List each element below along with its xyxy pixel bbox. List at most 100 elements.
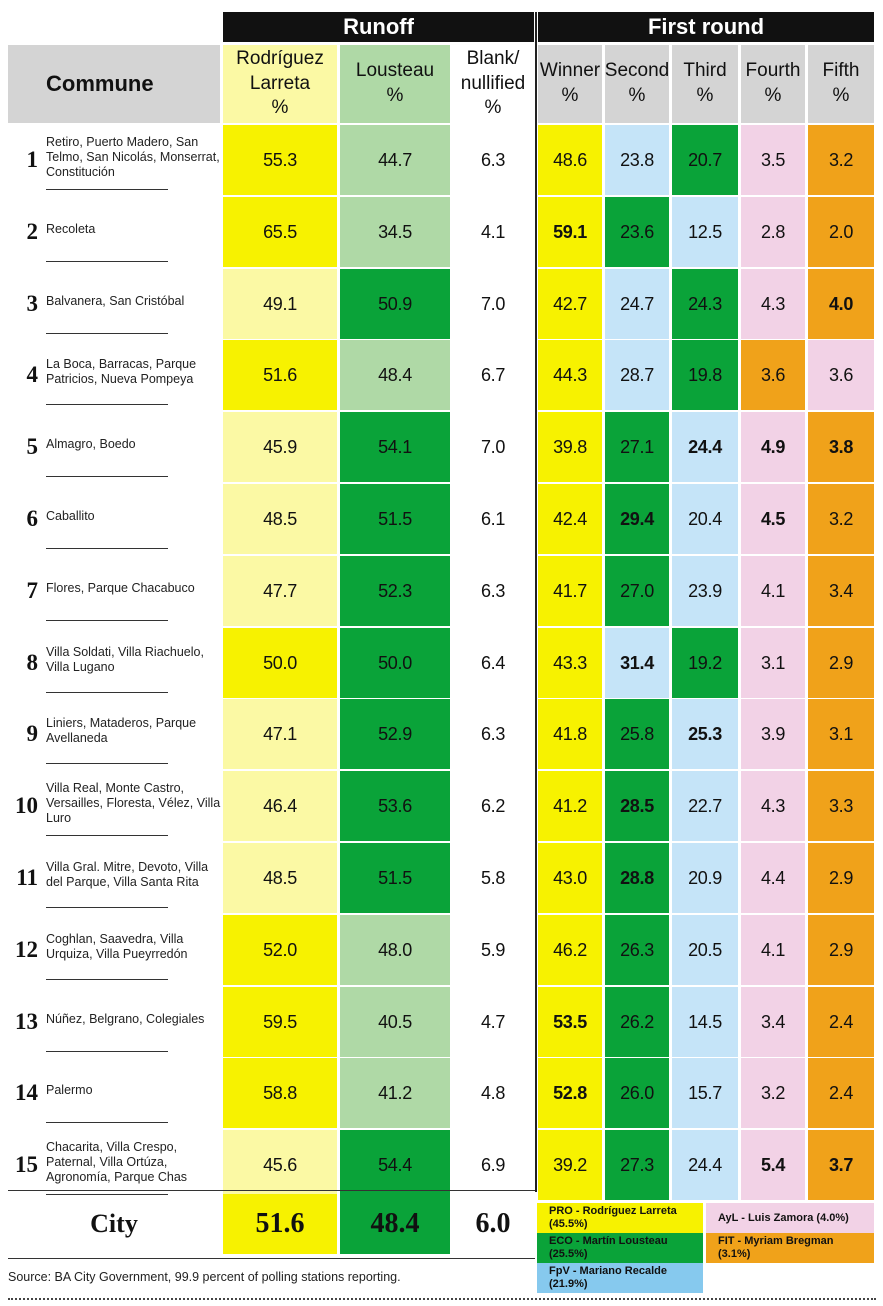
runoff-blank: 6.9 <box>480 1154 506 1175</box>
fr-third: 12.5 <box>672 197 738 267</box>
fr-winner: 41.2 <box>538 771 602 841</box>
fr-third: 24.3 <box>672 269 738 339</box>
fr-second: 27.0 <box>605 556 669 626</box>
fr-fifth: 3.3 <box>808 771 874 841</box>
row-separator <box>46 333 168 334</box>
fr-second: 26.0 <box>605 1058 669 1128</box>
runoff-blank: 6.3 <box>480 149 506 170</box>
fr-fourth: 4.9 <box>741 412 805 482</box>
runoff-blank: 6.4 <box>480 652 506 673</box>
city-larreta: 51.6 <box>223 1194 337 1254</box>
fr-fifth: 3.7 <box>808 1130 874 1200</box>
commune-number: 5 <box>26 434 39 459</box>
commune-neighborhoods: Villa Real, Monte Castro, Versailles, Fl… <box>46 780 221 825</box>
commune-number: 6 <box>26 506 39 531</box>
fr-third: 20.7 <box>672 125 738 195</box>
fifth-col-header-line: Fifth <box>822 60 860 82</box>
runoff-lousteau: 48.0 <box>340 915 450 985</box>
row-separator <box>46 476 168 477</box>
fr-second: 31.4 <box>605 628 669 698</box>
runoff-lousteau: 48.4 <box>340 340 450 410</box>
row-separator <box>46 620 168 621</box>
fr-fourth: 3.1 <box>741 628 805 698</box>
fr-second: 28.7 <box>605 340 669 410</box>
fr-fifth: 3.6 <box>808 340 874 410</box>
fr-third: 20.4 <box>672 484 738 554</box>
runoff-lousteau: 50.0 <box>340 628 450 698</box>
winner-col-header-line: Winner <box>539 60 601 82</box>
commune-number: 1 <box>26 147 39 172</box>
fr-fourth: 4.3 <box>741 269 805 339</box>
fr-winner: 43.0 <box>538 843 602 913</box>
fr-fifth: 3.8 <box>808 412 874 482</box>
runoff-lousteau: 50.9 <box>340 269 450 339</box>
commune-number: 3 <box>26 291 39 316</box>
fr-winner: 39.8 <box>538 412 602 482</box>
fr-fifth: 2.9 <box>808 843 874 913</box>
commune-number: 4 <box>26 362 39 387</box>
fr-fifth: 2.4 <box>808 987 874 1057</box>
row-separator <box>46 1194 168 1195</box>
runoff-larreta: 50.0 <box>223 628 337 698</box>
blank-col-header-line: % <box>484 97 502 119</box>
fr-third: 20.5 <box>672 915 738 985</box>
fourth-col-header-line: % <box>764 85 782 106</box>
fr-third: 24.4 <box>672 412 738 482</box>
winner-col-header-line: % <box>561 85 579 106</box>
fr-second: 23.6 <box>605 197 669 267</box>
fr-second: 27.1 <box>605 412 669 482</box>
runoff-lousteau: 51.5 <box>340 843 450 913</box>
commune-neighborhoods: Chacarita, Villa Crespo, Paternal, Villa… <box>46 1139 188 1184</box>
runoff-larreta: 59.5 <box>223 987 337 1057</box>
row-separator <box>46 189 168 190</box>
fr-winner: 42.4 <box>538 484 602 554</box>
fr-fourth: 3.2 <box>741 1058 805 1128</box>
runoff-blank: 6.1 <box>480 508 506 529</box>
legend-eco-name: ECO - Martín Lousteau <box>549 1235 668 1247</box>
fr-winner: 59.1 <box>538 197 602 267</box>
city-blank: 6.0 <box>475 1208 511 1239</box>
runoff-lousteau: 40.5 <box>340 987 450 1057</box>
runoff-larreta: 47.7 <box>223 556 337 626</box>
commune-neighborhoods: Balvanera, San Cristóbal <box>46 293 185 308</box>
larreta-col-header-line: Larreta <box>249 72 311 94</box>
fr-third: 15.7 <box>672 1058 738 1128</box>
runoff-larreta: 49.1 <box>223 269 337 339</box>
legend-fit: FIT - Myriam Bregman (3.1%) <box>706 1233 874 1263</box>
fr-fourth: 3.6 <box>741 340 805 410</box>
fr-fifth: 2.0 <box>808 197 874 267</box>
runoff-lousteau: 34.5 <box>340 197 450 267</box>
fr-third: 22.7 <box>672 771 738 841</box>
source-rule <box>8 1258 535 1259</box>
lousteau-col-header: Lousteau% <box>340 45 450 123</box>
runoff-larreta: 58.8 <box>223 1058 337 1128</box>
runoff-blank: 5.8 <box>480 867 506 888</box>
fifth-col-header: Fifth% <box>808 45 874 123</box>
legend-fit-share: (3.1%) <box>718 1248 751 1260</box>
commune-neighborhoods: Villa Soldati, Villa Riachuelo, Villa Lu… <box>46 645 204 674</box>
legend-fpv-share: (21.9%) <box>549 1278 588 1290</box>
larreta-col-header-line: Rodríguez <box>236 47 324 69</box>
winner-col-header: Winner% <box>538 45 602 123</box>
commune-number: 15 <box>15 1152 38 1177</box>
row-separator <box>46 835 168 836</box>
fr-fourth: 3.5 <box>741 125 805 195</box>
fr-winner: 41.8 <box>538 699 602 769</box>
fr-second: 28.5 <box>605 771 669 841</box>
lousteau-col-header-text: Lousteau% <box>356 59 434 108</box>
fourth-col-header: Fourth% <box>741 45 805 123</box>
fr-second: 25.8 <box>605 699 669 769</box>
third-col-header-text: Third% <box>683 59 726 108</box>
commune-number: 8 <box>26 650 39 675</box>
fr-second: 26.3 <box>605 915 669 985</box>
commune-neighborhoods: Núñez, Belgrano, Colegiales <box>46 1011 205 1026</box>
legend-pro-share: (45.5%) <box>549 1218 588 1230</box>
fr-second: 24.7 <box>605 269 669 339</box>
commune-number: 14 <box>15 1080 38 1105</box>
row-separator <box>46 404 168 405</box>
legend-eco: ECO - Martín Lousteau (25.5%) <box>537 1233 703 1263</box>
runoff-blank: 6.2 <box>480 795 506 816</box>
legend-fpv-name: FpV - Mariano Recalde <box>549 1265 667 1277</box>
city-label: City <box>90 1209 138 1238</box>
second-col-header-line: Second <box>604 60 670 82</box>
